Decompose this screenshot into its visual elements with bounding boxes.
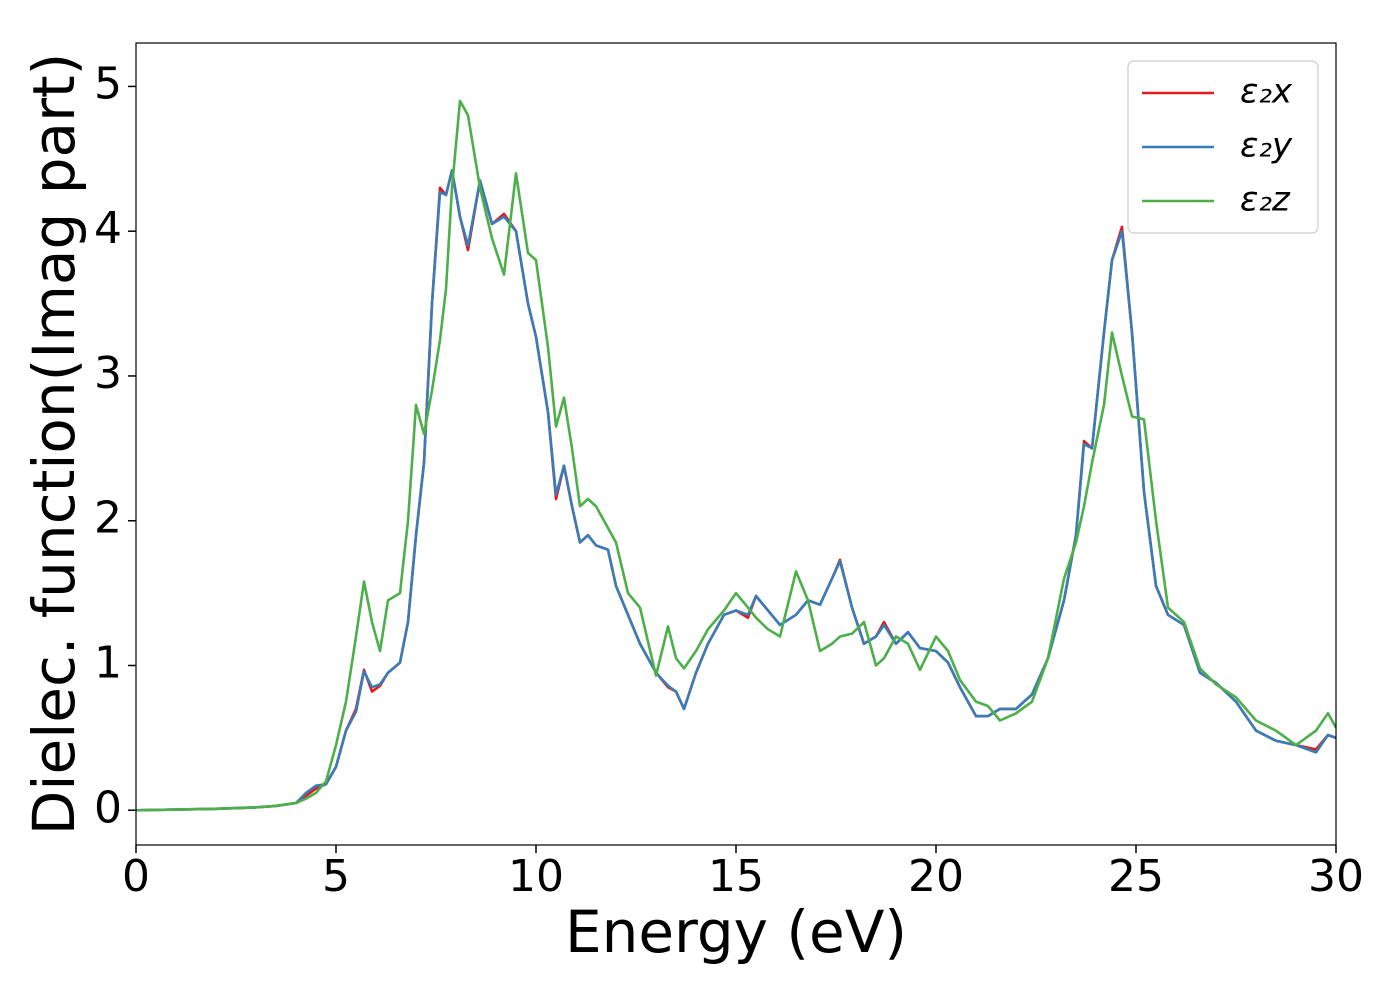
legend: ε₂x ε₂y ε₂z xyxy=(1127,60,1319,234)
y-tick-label: 4 xyxy=(94,203,122,254)
series-line xyxy=(136,169,1336,812)
y-tick-label: 0 xyxy=(94,782,122,833)
legend-label: ε₂x xyxy=(1240,72,1293,112)
x-tick-label: 30 xyxy=(1308,851,1364,902)
y-axis-label: Dielec. function(Imag part) xyxy=(20,53,88,836)
legend-box xyxy=(1127,60,1319,234)
y-tick-label: 3 xyxy=(94,348,122,399)
lines xyxy=(136,99,1336,812)
series-line xyxy=(136,169,1336,812)
y-tick-label: 2 xyxy=(94,493,122,544)
y-tick-label: 1 xyxy=(94,637,122,688)
x-tick-label: 10 xyxy=(508,851,564,902)
legend-label: ε₂z xyxy=(1240,180,1291,220)
x-tick-label: 20 xyxy=(908,851,964,902)
series-line xyxy=(136,99,1336,812)
x-tick-label: 5 xyxy=(322,851,350,902)
x-tick-label: 25 xyxy=(1108,851,1164,902)
legend-label: ε₂y xyxy=(1240,126,1293,166)
plot-frame xyxy=(135,42,1337,846)
y-tick-label: 5 xyxy=(94,58,122,109)
x-tick-label: 15 xyxy=(708,851,764,902)
x-tick-label: 0 xyxy=(122,851,150,902)
plot-area xyxy=(136,99,1336,812)
x-axis-label: Energy (eV) xyxy=(565,898,907,966)
